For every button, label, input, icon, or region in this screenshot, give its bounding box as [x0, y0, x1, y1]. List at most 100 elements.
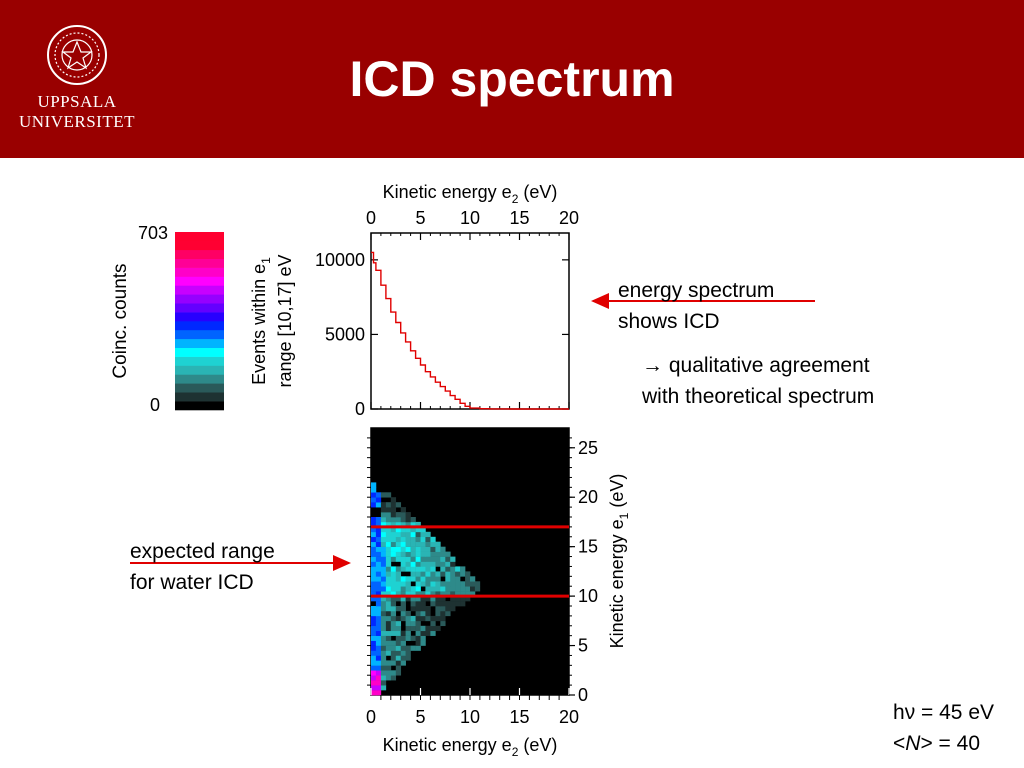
heatmap-cell — [371, 546, 377, 552]
heatmap-cell — [450, 581, 456, 587]
heatmap-cell — [375, 576, 382, 582]
heatmap-cell — [425, 586, 431, 592]
heatmap-cell — [390, 497, 397, 503]
heatmap-cell — [385, 670, 392, 676]
heatmap-cell — [420, 640, 426, 646]
y-tick-label: 10 — [578, 586, 598, 606]
heatmap-cell — [420, 526, 426, 533]
heatmap-cell — [371, 685, 377, 691]
qual-note-line2: with theoretical spectrum — [642, 385, 875, 408]
heatmap-cell — [380, 620, 387, 627]
heatmap-cell — [395, 591, 402, 597]
heatmap-cell — [415, 591, 421, 597]
heatmap-cell — [385, 561, 392, 567]
heatmap-cell — [371, 640, 377, 646]
heatmap-cell — [385, 620, 392, 627]
y-tick-label: 5 — [578, 636, 588, 656]
heatmap-x-axis-title: Kinetic energy e2 (eV) — [383, 735, 558, 759]
expected-note-line1: expected range — [130, 540, 275, 563]
heatmap-cell — [425, 615, 431, 622]
heatmap-cell — [380, 665, 387, 671]
heatmap-cell — [380, 680, 387, 686]
right-arrow-icon: → — [642, 354, 663, 377]
heatmap-cell — [425, 536, 431, 543]
heatmap-cell — [390, 507, 397, 513]
heatmap-cell — [385, 650, 392, 656]
heatmap-cell — [430, 630, 436, 636]
colorbar-max-label: 703 — [138, 223, 168, 243]
heatmap-cell — [435, 625, 441, 632]
heatmap-cell — [400, 556, 406, 562]
energy-note-line2: shows ICD — [618, 310, 720, 333]
heatmap-cell — [371, 586, 377, 592]
logo-text-line1: UPPSALA — [37, 92, 117, 111]
heatmap-cell — [380, 551, 387, 557]
heatmap-cell — [400, 645, 406, 651]
heatmap-cell — [380, 640, 387, 646]
heatmap-cell — [380, 517, 387, 523]
heatmap-range-lines — [371, 525, 569, 598]
heatmap-cell — [385, 502, 392, 508]
heatmap-cell — [410, 551, 416, 557]
heatmap-cell — [385, 566, 392, 572]
heatmap-cell — [371, 596, 377, 602]
heatmap-cell — [371, 502, 377, 508]
x-tick-label: 20 — [559, 208, 579, 228]
heatmap-cell — [420, 635, 426, 641]
heatmap-cell — [375, 566, 382, 572]
heatmap-cell — [445, 591, 451, 597]
heatmap-cell — [395, 660, 402, 666]
university-seal-icon — [47, 25, 107, 85]
heatmap-cell — [395, 596, 402, 602]
heatmap-cell — [395, 670, 402, 676]
heatmap-cell — [380, 561, 387, 567]
heatmap-cell — [390, 660, 397, 666]
heatmap-cell — [420, 606, 426, 612]
heatmap-cell — [400, 640, 406, 646]
colorbar-swatch — [175, 365, 224, 375]
heatmap-cell — [385, 521, 392, 528]
heatmap-cell — [410, 556, 416, 562]
heatmap-cell — [435, 586, 441, 592]
heatmap-cell — [430, 541, 436, 547]
heatmap-cell — [380, 625, 387, 632]
heatmap-cell — [375, 625, 382, 632]
heatmap-cell — [405, 566, 411, 572]
heatmap-cell — [395, 517, 402, 523]
heatmap-cell — [430, 615, 436, 622]
heatmap-cell — [420, 561, 426, 567]
heatmap-cell — [445, 581, 451, 587]
colorbar-swatch — [175, 321, 224, 331]
heatmap-cell — [465, 571, 471, 577]
heatmap-cell — [385, 556, 392, 562]
heatmap-cell — [425, 581, 431, 587]
heatmap-cell — [435, 610, 441, 617]
heatmap-cell — [380, 526, 387, 533]
colorbar-swatch — [175, 329, 224, 340]
heatmap-cell — [410, 561, 416, 567]
heatmap-cell — [405, 591, 411, 597]
heatmap-cell — [405, 645, 411, 651]
heatmap-cell — [415, 596, 421, 602]
heatmap-cell — [380, 536, 387, 543]
heatmap-cell — [390, 581, 397, 587]
y-tick-label: 0 — [578, 685, 588, 705]
heatmap-cell — [400, 601, 406, 607]
heatmap-cell — [380, 521, 387, 528]
heatmap-cell — [385, 526, 392, 533]
heatmap-cell — [440, 561, 446, 567]
heatmap-cell — [420, 615, 426, 622]
x-tick-label: 5 — [415, 208, 425, 228]
heatmap-cell — [445, 571, 451, 577]
heatmap-cell — [375, 586, 382, 592]
heatmap-cell — [455, 566, 461, 572]
heatmap-cell — [400, 507, 406, 513]
heatmap-cell — [420, 601, 426, 607]
heatmap-cell — [415, 581, 421, 587]
heatmap-cell — [385, 492, 392, 498]
heatmap-y-axis-title: Kinetic energy e1 (eV) — [607, 474, 631, 649]
heatmap-cell — [375, 497, 382, 503]
heatmap-cell — [371, 606, 377, 612]
heatmap-cell — [385, 546, 392, 552]
